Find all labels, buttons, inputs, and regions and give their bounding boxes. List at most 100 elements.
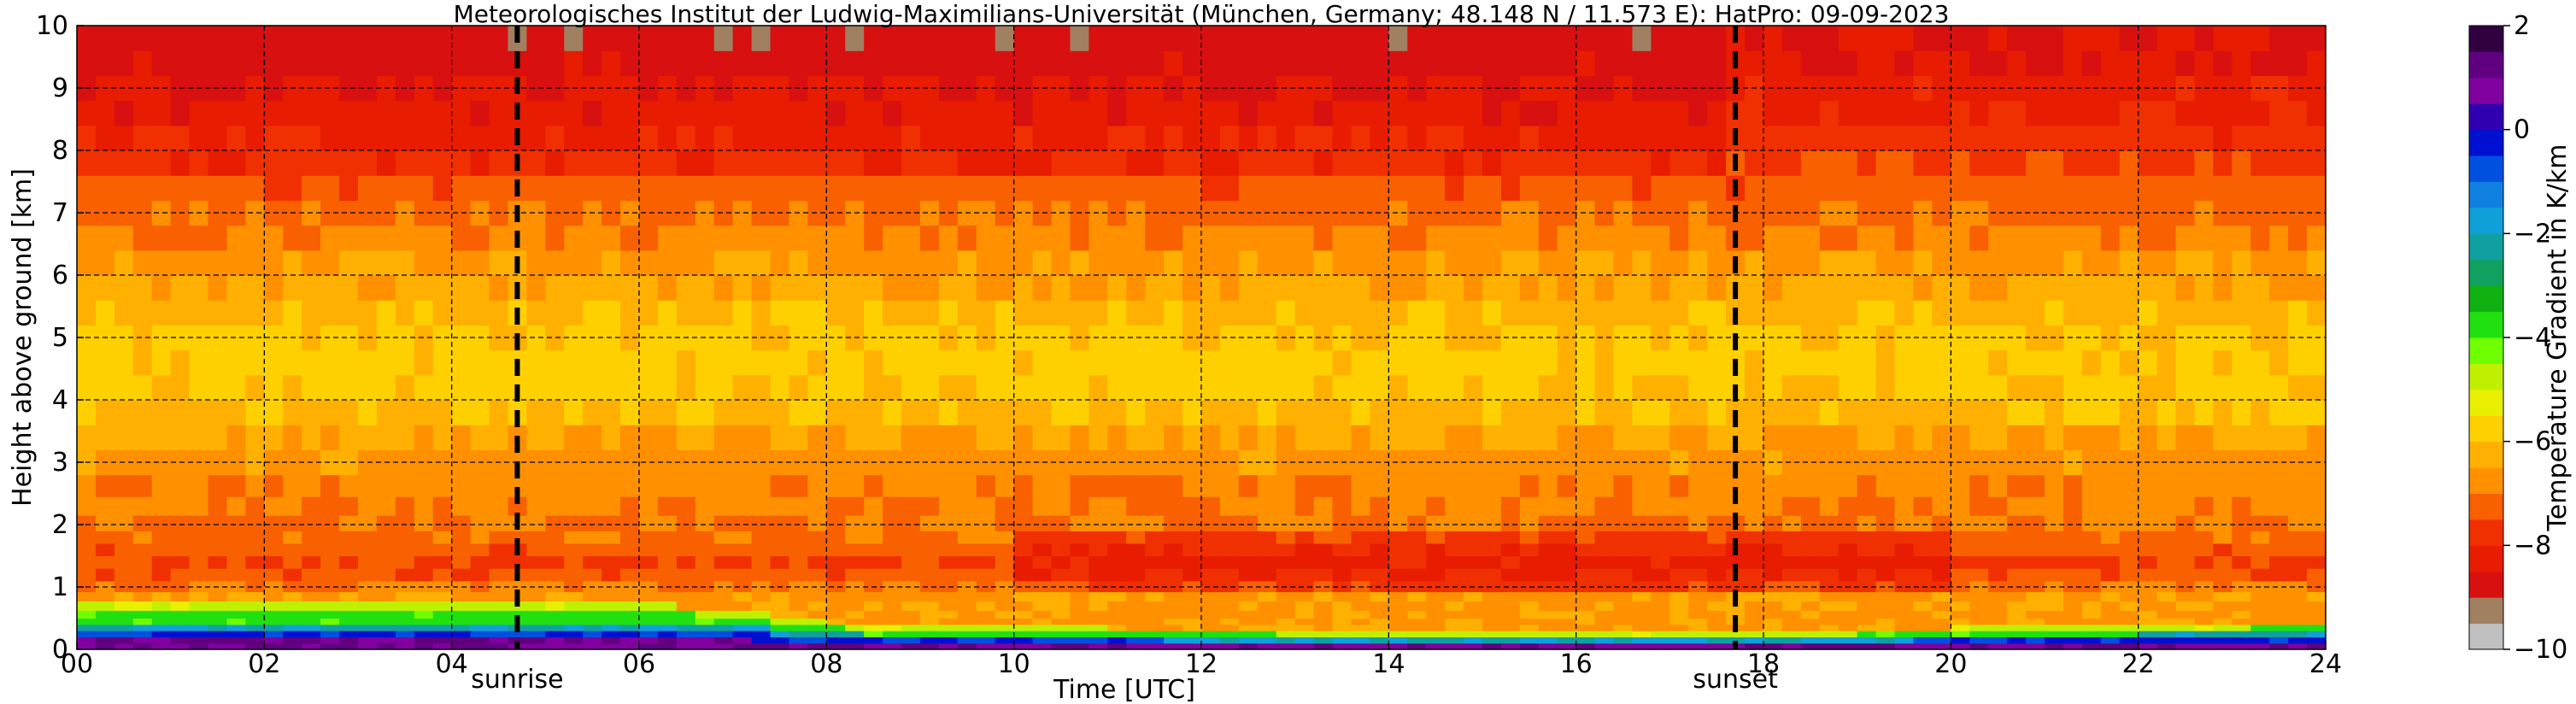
heatmap-cell xyxy=(864,300,883,326)
heatmap-cell xyxy=(95,601,115,611)
heatmap-cell xyxy=(2026,642,2045,650)
heatmap-cell xyxy=(1951,610,1970,619)
heatmap-cell xyxy=(564,26,584,51)
heatmap-cell xyxy=(1219,50,1240,76)
heatmap-cell xyxy=(1781,531,1802,544)
heatmap-cell xyxy=(995,349,1015,376)
heatmap-cell xyxy=(339,249,359,276)
heatmap-cell xyxy=(1332,225,1353,251)
heatmap-cell xyxy=(170,568,191,582)
heatmap-cell xyxy=(1464,531,1483,544)
heatmap-cell xyxy=(1745,26,1764,51)
heatmap-cell xyxy=(920,75,940,102)
heatmap-cell xyxy=(620,449,640,476)
heatmap-cell xyxy=(1688,449,1708,476)
heatmap-cell xyxy=(2213,300,2233,326)
heatmap-cell xyxy=(1294,75,1315,102)
heatmap-cell xyxy=(751,496,772,516)
heatmap-cell xyxy=(320,449,340,476)
heatmap-cell xyxy=(751,125,772,151)
heatmap-cell xyxy=(414,515,434,531)
heatmap-cell xyxy=(395,400,415,425)
heatmap-cell xyxy=(1257,568,1277,582)
heatmap-cell xyxy=(1632,610,1652,619)
heatmap-cell xyxy=(1951,125,1970,151)
heatmap-cell xyxy=(1370,249,1389,276)
heatmap-cell xyxy=(1482,642,1502,650)
heatmap-cell xyxy=(1313,580,1334,593)
heatmap-cell xyxy=(1651,374,1670,401)
heatmap-cell xyxy=(657,400,678,425)
heatmap-cell xyxy=(489,610,509,619)
heatmap-cell xyxy=(1857,496,1877,516)
heatmap-cell xyxy=(1182,400,1202,425)
heatmap-cell xyxy=(2213,225,2233,251)
heatmap-cell xyxy=(2007,568,2027,582)
heatmap-cell xyxy=(432,580,453,593)
heatmap-cell xyxy=(1988,249,2008,276)
heatmap-cell xyxy=(1557,50,1577,76)
heatmap-cell xyxy=(376,618,396,625)
heatmap-cell xyxy=(470,591,490,602)
heatmap-cell xyxy=(1107,610,1127,619)
heatmap-cell xyxy=(1032,568,1053,582)
heatmap-cell xyxy=(2288,275,2308,301)
heatmap-cell xyxy=(2307,400,2327,425)
heatmap-cell xyxy=(226,580,246,593)
heatmap-cell xyxy=(1164,496,1183,516)
heatmap-cell xyxy=(1464,400,1483,425)
heatmap-cell xyxy=(1201,150,1221,176)
heatmap-cell xyxy=(995,275,1015,301)
heatmap-cell xyxy=(1932,618,1951,625)
heatmap-cell xyxy=(1126,100,1146,126)
heatmap-cell xyxy=(1932,515,1951,531)
heatmap-cell xyxy=(2045,425,2064,450)
x-tick-label: 06 xyxy=(623,649,655,679)
heatmap-cell xyxy=(526,50,546,76)
heatmap-cell xyxy=(676,26,696,51)
heatmap-cell xyxy=(1613,515,1634,531)
sunset-label: sunset xyxy=(1693,665,1778,695)
heatmap-cell xyxy=(583,642,602,650)
heatmap-cell xyxy=(545,300,565,326)
heatmap-cell xyxy=(1032,580,1053,593)
grid-lines xyxy=(77,26,2326,649)
heatmap-cell xyxy=(1464,249,1483,276)
heatmap-cell xyxy=(283,275,302,301)
heatmap-cell xyxy=(732,225,753,251)
heatmap-cell xyxy=(432,374,453,401)
heatmap-cell xyxy=(2007,349,2027,376)
heatmap-cell xyxy=(2288,50,2308,76)
heatmap-cell xyxy=(1857,531,1877,544)
heatmap-cell xyxy=(1988,225,2008,251)
heatmap-cell xyxy=(1276,225,1296,251)
heatmap-cell xyxy=(1032,637,1053,644)
heatmap-cell xyxy=(339,400,359,425)
heatmap-cell xyxy=(2045,591,2064,602)
heatmap-cell xyxy=(1351,275,1370,301)
heatmap-cell xyxy=(2045,400,2064,425)
heatmap-cell xyxy=(770,637,790,644)
heatmap-cell xyxy=(620,374,640,401)
heatmap-cell xyxy=(395,374,415,401)
heatmap-cell xyxy=(583,531,602,544)
heatmap-cell xyxy=(789,618,808,625)
heatmap-cell xyxy=(2194,200,2214,226)
heatmap-cell xyxy=(1651,601,1670,611)
heatmap-cell xyxy=(751,300,772,326)
heatmap-cell xyxy=(1932,568,1951,582)
heatmap-cell xyxy=(208,601,228,611)
heatmap-cell xyxy=(789,26,808,51)
heatmap-cell xyxy=(1838,50,1858,76)
heatmap-cell xyxy=(1370,642,1389,650)
heatmap-cell xyxy=(1464,425,1483,450)
heatmap-cell xyxy=(451,50,472,76)
heatmap-cell xyxy=(713,515,734,531)
heatmap-cell xyxy=(620,496,640,516)
heatmap-cell xyxy=(2213,275,2233,301)
heatmap-cell xyxy=(339,624,359,631)
heatmap-cell xyxy=(432,175,453,201)
heatmap-cell xyxy=(957,249,977,276)
heatmap-cell xyxy=(1464,225,1483,251)
heatmap-cell xyxy=(1294,125,1315,151)
